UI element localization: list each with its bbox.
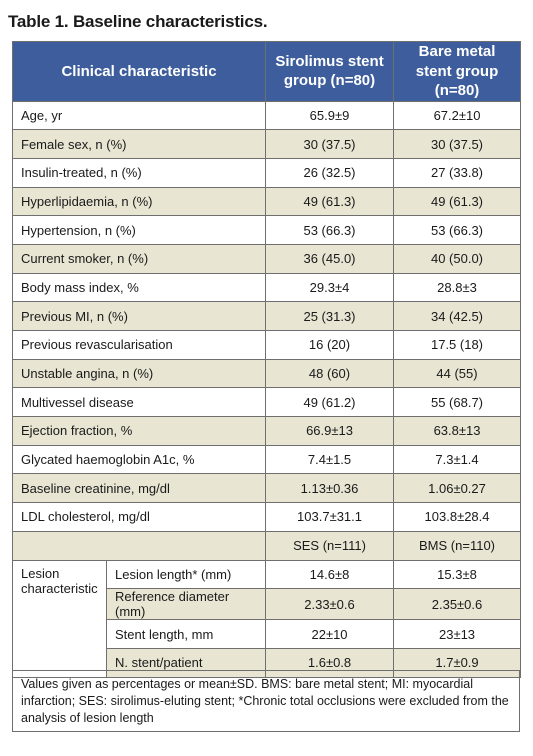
ses-value: 65.9±9 xyxy=(265,100,395,131)
table-row: Current smoker, n (%) 36 (45.0) 40 (50.0… xyxy=(11,243,522,274)
table-row: Lesion characteristic Lesion length* (mm… xyxy=(12,559,522,678)
row-label: Reference diameter (mm) xyxy=(105,588,267,621)
row-label: Baseline creatinine, mg/dl xyxy=(11,473,267,504)
row-label: Current smoker, n (%) xyxy=(11,243,267,274)
bms-value: 23±13 xyxy=(393,619,522,649)
table-row: Multivessel disease 49 (61.2) 55 (68.7) xyxy=(11,387,522,418)
ses-value: 30 (37.5) xyxy=(265,129,395,159)
table-row: Previous revascularisation 16 (20) 17.5 … xyxy=(11,330,522,360)
ses-group-size: SES (n=111) xyxy=(265,530,395,561)
ses-value: 26 (32.5) xyxy=(265,157,395,188)
ses-value: 25 (31.3) xyxy=(265,301,395,331)
row-label: Multivessel disease xyxy=(11,387,267,418)
table-row: Reference diameter (mm) 2.33±0.6 2.35±0.… xyxy=(13,588,522,621)
bms-value: 103.8±28.4 xyxy=(393,502,522,532)
ses-value: 1.13±0.36 xyxy=(265,473,395,504)
row-label: Stent length, mm xyxy=(105,619,267,649)
bms-value: 2.35±0.6 xyxy=(393,588,522,621)
bms-value: 28.8±3 xyxy=(393,272,522,303)
ses-value: 7.4±1.5 xyxy=(265,444,395,475)
table-title: Table 1. Baseline characteristics. xyxy=(8,12,268,31)
table-row: Body mass index, % 29.3±4 28.8±3 xyxy=(11,272,522,303)
row-label: Glycated haemoglobin A1c, % xyxy=(11,444,267,475)
bms-value: 49 (61.3) xyxy=(393,186,522,217)
header-bare-metal-group: Bare metal stent group (n=80) xyxy=(393,41,522,102)
bms-value: 7.3±1.4 xyxy=(393,444,522,475)
table-row: Baseline creatinine, mg/dl 1.13±0.36 1.0… xyxy=(11,473,522,504)
table-row: Previous MI, n (%) 25 (31.3) 34 (42.5) xyxy=(11,301,522,331)
ses-value: 1.6±0.8 xyxy=(265,647,395,678)
header-sirolimus-group: Sirolimus stent group (n=80) xyxy=(265,41,395,102)
bms-value: 27 (33.8) xyxy=(393,157,522,188)
bms-value: 17.5 (18) xyxy=(393,330,522,360)
row-label: LDL cholesterol, mg/dl xyxy=(11,502,267,532)
bms-value: 40 (50.0) xyxy=(393,243,522,274)
table-row: Stent length, mm 22±10 23±13 xyxy=(13,619,522,649)
row-label: Hypertension, n (%) xyxy=(11,215,267,245)
bms-value: 1.7±0.9 xyxy=(393,647,522,678)
ses-value: 2.33±0.6 xyxy=(265,588,395,621)
table-row: Female sex, n (%) 30 (37.5) 30 (37.5) xyxy=(11,129,522,159)
ses-value: 49 (61.2) xyxy=(265,387,395,418)
row-label: Age, yr xyxy=(11,100,267,131)
ses-value: 22±10 xyxy=(265,619,395,649)
bms-value: 15.3±8 xyxy=(393,559,522,590)
row-label: Previous revascularisation xyxy=(11,330,267,360)
row-label: Previous MI, n (%) xyxy=(11,301,267,331)
baseline-table: Clinical characteristic Sirolimus stent … xyxy=(11,41,522,678)
lesion-category-label: Lesion characteristic xyxy=(12,559,107,678)
ses-value: 103.7±31.1 xyxy=(265,502,395,532)
row-label: Hyperlipidaemia, n (%) xyxy=(11,186,267,217)
bms-value: 44 (55) xyxy=(393,358,522,389)
ses-value: 49 (61.3) xyxy=(265,186,395,217)
table-row: Age, yr 65.9±9 67.2±10 xyxy=(11,100,522,131)
table-row: Glycated haemoglobin A1c, % 7.4±1.5 7.3±… xyxy=(11,444,522,475)
table-row: Hypertension, n (%) 53 (66.3) 53 (66.3) xyxy=(11,215,522,245)
ses-value: 16 (20) xyxy=(265,330,395,360)
row-label: Female sex, n (%) xyxy=(11,129,267,159)
table-row: N. stent/patient 1.6±0.8 1.7±0.9 xyxy=(13,647,522,678)
bms-value: 30 (37.5) xyxy=(393,129,522,159)
table-row: Unstable angina, n (%) 48 (60) 44 (55) xyxy=(11,358,522,389)
ses-value: 66.9±13 xyxy=(265,416,395,446)
ses-value: 48 (60) xyxy=(265,358,395,389)
ses-value: 29.3±4 xyxy=(265,272,395,303)
row-label: Lesion length* (mm) xyxy=(105,559,267,590)
ses-value: 14.6±8 xyxy=(265,559,395,590)
row-label: Ejection fraction, % xyxy=(11,416,267,446)
row-label: Unstable angina, n (%) xyxy=(11,358,267,389)
table-row: LDL cholesterol, mg/dl 103.7±31.1 103.8±… xyxy=(11,502,522,532)
empty-cell xyxy=(11,530,267,561)
table-row: Ejection fraction, % 66.9±13 63.8±13 xyxy=(11,416,522,446)
table-row: Insulin-treated, n (%) 26 (32.5) 27 (33.… xyxy=(11,157,522,188)
bms-value: 67.2±10 xyxy=(393,100,522,131)
row-label: N. stent/patient xyxy=(105,647,267,678)
header-clinical-characteristic: Clinical characteristic xyxy=(11,41,267,102)
table-row: Hyperlipidaemia, n (%) 49 (61.3) 49 (61.… xyxy=(11,186,522,217)
ses-value: 36 (45.0) xyxy=(265,243,395,274)
table-footnote: Values given as percentages or mean±SD. … xyxy=(12,670,520,732)
bms-value: 63.8±13 xyxy=(393,416,522,446)
header-row: Clinical characteristic Sirolimus stent … xyxy=(11,41,522,102)
bms-value: 53 (66.3) xyxy=(393,215,522,245)
ses-value: 53 (66.3) xyxy=(265,215,395,245)
lesion-group-header-row: SES (n=111) BMS (n=110) xyxy=(11,530,522,561)
bms-value: 1.06±0.27 xyxy=(393,473,522,504)
bms-group-size: BMS (n=110) xyxy=(393,530,522,561)
row-label: Insulin-treated, n (%) xyxy=(11,157,267,188)
row-label: Body mass index, % xyxy=(11,272,267,303)
bms-value: 55 (68.7) xyxy=(393,387,522,418)
bms-value: 34 (42.5) xyxy=(393,301,522,331)
